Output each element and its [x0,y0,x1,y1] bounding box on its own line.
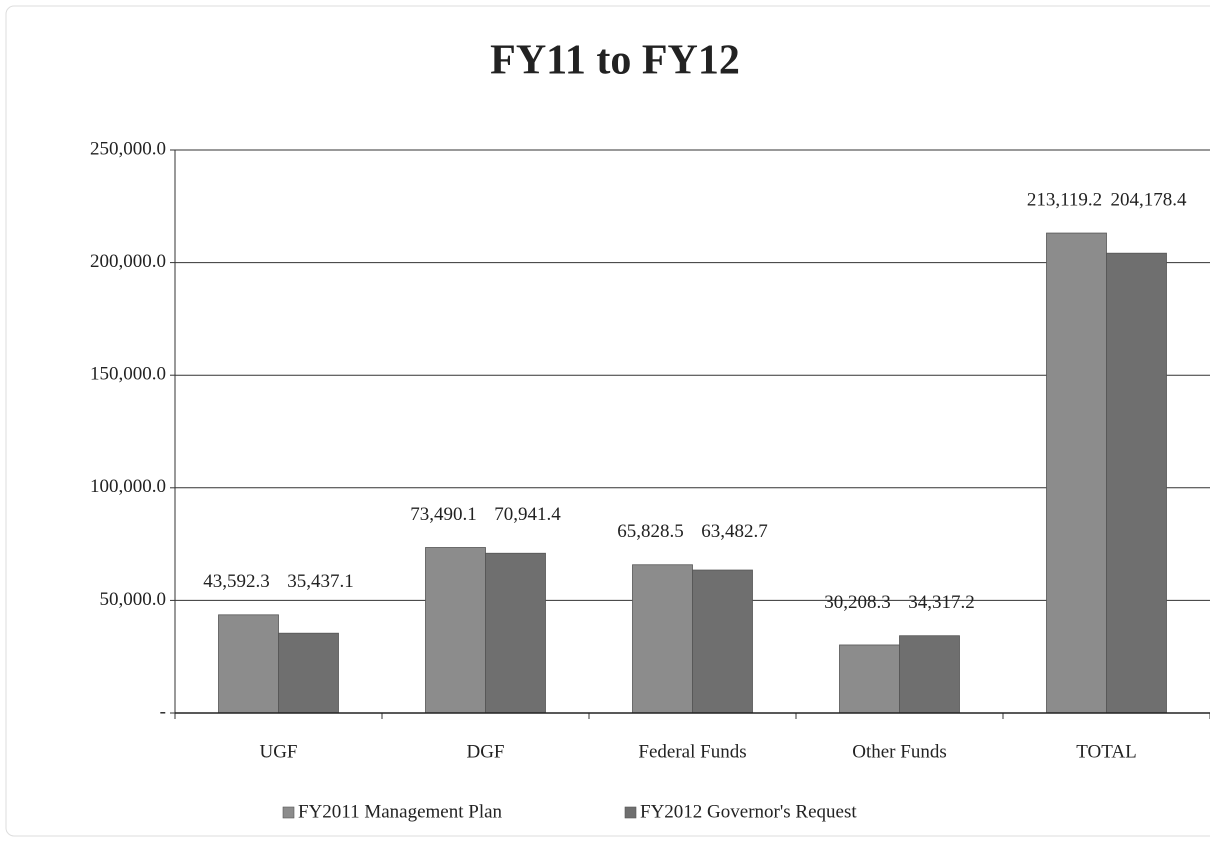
bar [278,632,339,714]
value-label: 204,178.4 [1111,189,1188,210]
chart-title: FY11 to FY12 [490,38,740,84]
value-label: 43,592.3 [203,571,270,592]
bar [485,552,546,714]
bar [1106,252,1167,714]
bar [1046,232,1107,714]
chart-frame [5,5,1210,837]
x-tick-label: TOTAL [1076,741,1136,762]
x-tick-label: Other Funds [852,741,946,762]
y-tick-label: 100,000.0 [90,476,166,497]
legend-label: FY2011 Management Plan [298,801,503,822]
bar [692,569,753,714]
value-label: 213,119.2 [1027,189,1102,210]
legend-marker [624,806,637,819]
x-tick-label: UGF [259,741,297,762]
value-label: 35,437.1 [287,571,354,592]
value-label: 63,482.7 [701,521,768,542]
y-tick-label: 50,000.0 [100,589,167,610]
y-tick-label: 250,000.0 [90,138,166,159]
y-tick-label: 200,000.0 [90,251,166,272]
x-tick-label: DGF [466,741,504,762]
value-label: 73,490.1 [410,504,477,525]
bar [899,635,960,714]
value-label: 30,208.3 [824,592,891,613]
value-label: 34,317.2 [908,592,975,613]
x-tick-label: Federal Funds [638,741,746,762]
legend-marker [282,806,295,819]
y-tick-label: 150,000.0 [90,364,166,385]
value-label: 70,941.4 [494,504,561,525]
y-tick-label: - [160,701,166,722]
bar [632,564,693,714]
bar [425,547,486,714]
value-label: 65,828.5 [617,521,684,542]
bar [218,614,279,714]
bar [839,644,900,714]
legend-label: FY2012 Governor's Request [640,801,857,822]
